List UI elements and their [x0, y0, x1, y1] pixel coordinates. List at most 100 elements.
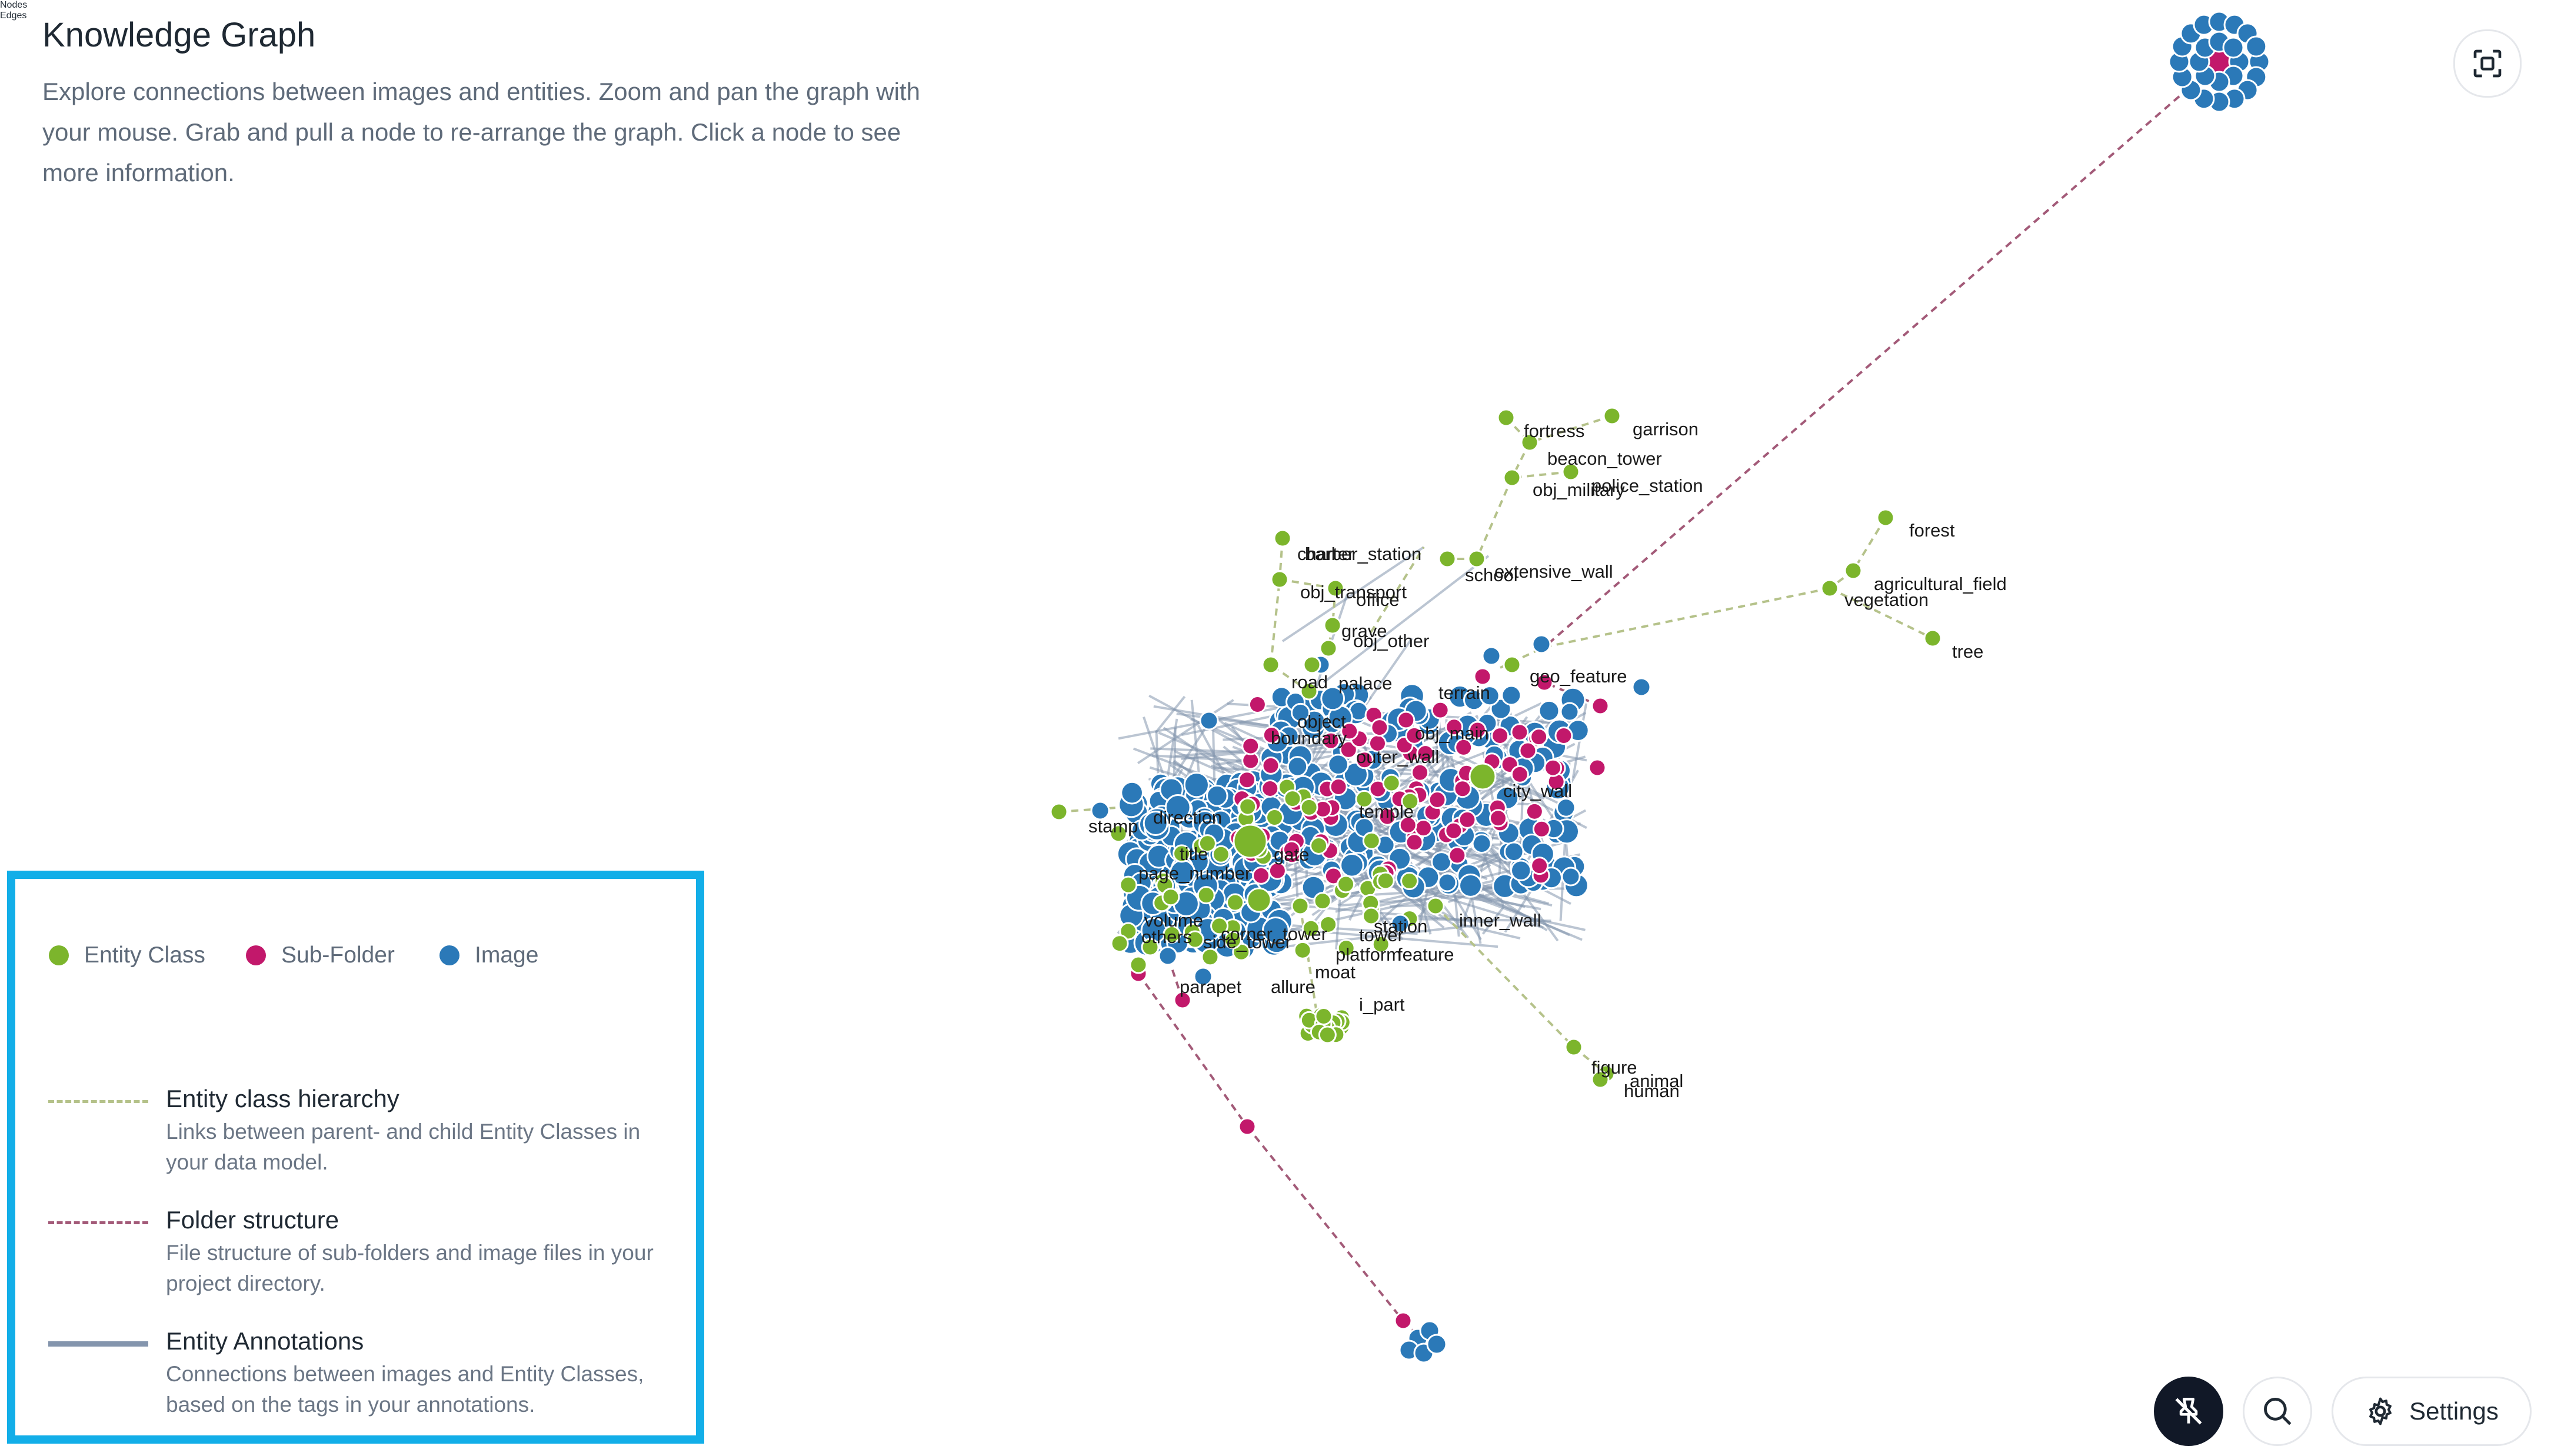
entity-class-node[interactable] [1323, 616, 1342, 635]
sub-folder-node[interactable] [1510, 723, 1529, 742]
sub-folder-node[interactable] [1339, 740, 1358, 759]
image-node[interactable] [1538, 699, 1560, 722]
image-node[interactable] [1158, 946, 1178, 966]
sub-folder-node[interactable] [1405, 833, 1424, 852]
entity-class-node[interactable] [1400, 872, 1419, 891]
entity-class-node[interactable] [1300, 682, 1318, 701]
sub-folder-node[interactable] [1530, 728, 1548, 747]
entity-class-node[interactable] [1163, 925, 1181, 944]
entity-class-node[interactable] [1355, 789, 1374, 808]
entity-class-node[interactable] [1313, 892, 1332, 911]
entity-class-node[interactable] [1161, 888, 1180, 907]
entity-class-node[interactable] [1497, 408, 1516, 427]
sub-folder-node[interactable] [1473, 667, 1492, 686]
sub-folder-node[interactable] [1510, 765, 1529, 784]
entity-class-node[interactable] [1591, 1070, 1610, 1089]
entity-class-node[interactable] [1314, 1007, 1333, 1026]
image-node[interactable] [1199, 711, 1219, 731]
entity-class-node[interactable] [1273, 529, 1292, 548]
image-node[interactable] [1090, 801, 1110, 821]
image-node[interactable] [1437, 872, 1457, 892]
image-node[interactable] [1327, 754, 1349, 775]
image-node[interactable] [1531, 634, 1551, 654]
image-node[interactable] [1471, 833, 1492, 854]
entity-class-node[interactable] [1561, 462, 1580, 481]
sub-folder-node[interactable] [1261, 779, 1280, 798]
sub-folder-node[interactable] [1416, 744, 1435, 763]
sub-folder-node[interactable] [1282, 840, 1301, 859]
image-node[interactable] [1193, 967, 1213, 987]
entity-class-node[interactable] [1201, 948, 1220, 967]
entity-class-node[interactable] [1310, 836, 1328, 855]
entity-class-node[interactable] [1129, 955, 1148, 974]
sub-folder-node[interactable] [1525, 802, 1544, 821]
image-node[interactable] [1287, 756, 1308, 777]
sub-folder-node[interactable] [1431, 701, 1450, 719]
entity-class-node[interactable] [1233, 824, 1268, 859]
image-node[interactable] [1458, 873, 1483, 898]
entity-class-node[interactable] [1503, 655, 1521, 674]
sub-folder-node[interactable] [1241, 737, 1260, 755]
entity-class-node[interactable] [1923, 629, 1942, 648]
entity-class-node[interactable] [1382, 774, 1401, 792]
sub-folder-node[interactable] [1405, 726, 1424, 745]
image-node[interactable] [2245, 35, 2267, 58]
entity-class-node[interactable] [1210, 917, 1229, 935]
entity-class-node[interactable] [1337, 875, 1356, 894]
entity-class-node[interactable] [1319, 915, 1338, 934]
entity-class-node[interactable] [1261, 655, 1280, 674]
sub-folder-node[interactable] [1445, 718, 1464, 737]
sub-folder-node[interactable] [1321, 731, 1340, 750]
image-node[interactable] [1556, 798, 1576, 818]
entity-class-node[interactable] [1198, 834, 1217, 853]
entity-class-node[interactable] [1109, 824, 1128, 843]
image-node[interactable] [1164, 794, 1191, 821]
entity-class-node[interactable] [1468, 762, 1497, 791]
entity-class-node[interactable] [1326, 579, 1345, 598]
image-node[interactable] [1390, 914, 1410, 934]
entity-class-node[interactable] [1318, 1025, 1337, 1044]
entity-class-node[interactable] [1876, 508, 1895, 527]
entity-class-node[interactable] [1119, 922, 1138, 941]
image-node[interactable] [2222, 36, 2244, 59]
image-node[interactable] [1343, 762, 1368, 788]
sub-folder-node[interactable] [1340, 722, 1359, 741]
entity-class-node[interactable] [1119, 875, 1138, 894]
image-node[interactable] [1320, 686, 1346, 711]
entity-class-node[interactable] [1820, 579, 1839, 598]
sub-folder-node[interactable] [1488, 809, 1507, 828]
sub-folder-node[interactable] [1248, 695, 1267, 714]
image-node[interactable] [1481, 646, 1501, 666]
entity-class-node[interactable] [1293, 941, 1312, 959]
entity-class-node[interactable] [1226, 893, 1245, 912]
sub-folder-node[interactable] [1397, 711, 1416, 729]
image-node[interactable] [1290, 702, 1310, 722]
entity-class-node[interactable] [1141, 938, 1160, 957]
image-node[interactable] [1143, 810, 1168, 836]
sub-folder-node[interactable] [1261, 756, 1280, 775]
sub-folder-node[interactable] [1262, 726, 1281, 745]
sub-folder-node[interactable] [1535, 673, 1554, 692]
entity-class-node[interactable] [1300, 798, 1318, 817]
sub-folder-node[interactable] [1448, 846, 1467, 865]
entity-class-node[interactable] [1270, 570, 1289, 589]
settings-button[interactable]: Settings [2332, 1377, 2532, 1446]
sub-folder-node[interactable] [1428, 791, 1447, 809]
sub-folder-node[interactable] [1468, 721, 1487, 739]
image-node[interactable] [1262, 917, 1290, 944]
sub-folder-node[interactable] [1454, 738, 1473, 757]
fit-to-screen-button[interactable] [2453, 29, 2522, 98]
entity-class-node[interactable] [1426, 897, 1445, 915]
entity-class-node[interactable] [1467, 549, 1486, 568]
entity-class-node[interactable] [1319, 639, 1338, 658]
sub-folder-node[interactable] [1394, 1311, 1413, 1330]
sub-folder-node[interactable] [1532, 819, 1551, 838]
entity-class-node[interactable] [1283, 789, 1302, 808]
sub-folder-node[interactable] [1518, 741, 1537, 760]
entity-class-node[interactable] [1265, 808, 1284, 827]
image-node[interactable] [1560, 702, 1580, 722]
sub-folder-node[interactable] [1453, 779, 1472, 798]
sub-folder-node[interactable] [1173, 991, 1192, 1009]
image-node[interactable] [1561, 867, 1581, 887]
